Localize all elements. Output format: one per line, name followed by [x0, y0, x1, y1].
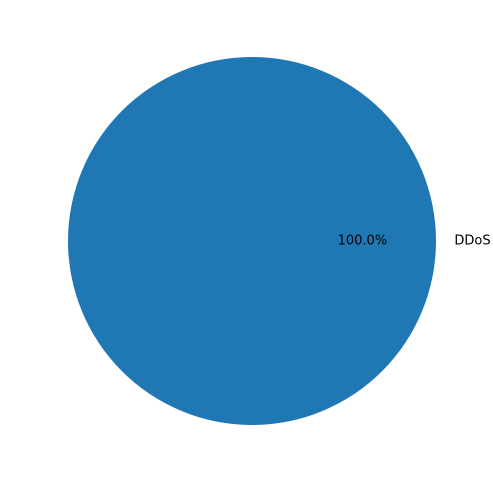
pie-slice-ddos	[68, 57, 436, 425]
pie-category-label: DDoS	[454, 234, 490, 249]
pie-percent-label: 100.0%	[338, 234, 388, 249]
pie-labels: DDoS 100.0%	[338, 234, 491, 249]
pie-slices	[68, 57, 436, 425]
